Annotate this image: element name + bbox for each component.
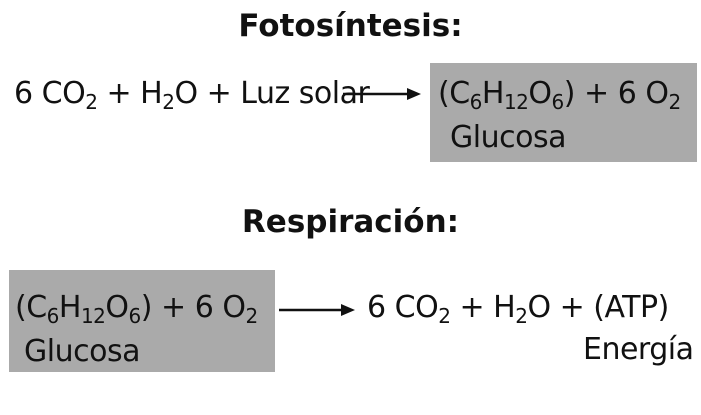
glucose-o-subscript: 6 <box>128 304 142 328</box>
water-subscript: 2 <box>515 304 528 328</box>
glucose-h: H <box>58 290 82 325</box>
co2-subscript: 2 <box>85 90 98 114</box>
co2-formula: CO <box>394 290 439 325</box>
plus-oxygen: + 6 <box>574 76 646 111</box>
plus-sign: + <box>97 76 141 111</box>
glucose-c-subscript: 6 <box>46 304 60 328</box>
water-o: O <box>527 290 551 325</box>
glucose-h-subscript: 12 <box>503 90 529 114</box>
photosynthesis-product-box <box>430 63 697 162</box>
oxygen-subscript: 2 <box>668 90 681 114</box>
water-h: H <box>493 290 516 325</box>
oxygen-formula: O <box>222 290 246 325</box>
photosynthesis-reactants: 6 CO2 + H2O + Luz solar <box>14 76 370 114</box>
photosynthesis-arrow-icon <box>343 88 421 100</box>
oxygen-formula: O <box>645 76 669 111</box>
glucose-h: H <box>481 76 505 111</box>
plus-sign: + <box>550 290 594 325</box>
photosynthesis-glucose-label: Glucosa <box>450 120 566 155</box>
plus-oxygen: + 6 <box>151 290 223 325</box>
co2-subscript: 2 <box>438 304 451 328</box>
respiration-heading: Respiración: <box>241 204 460 240</box>
co2-coefficient: 6 <box>367 290 395 325</box>
glucose-open: (C <box>438 76 470 111</box>
glucose-close: ) <box>563 76 576 111</box>
respiration-reactant-box <box>9 270 275 372</box>
water-h: H <box>140 76 163 111</box>
glucose-o-subscript: 6 <box>551 90 565 114</box>
water-o: O <box>174 76 198 111</box>
respiration-reactants: (C6H12O6) + 6 O2 <box>15 290 258 326</box>
respiration-energy-label: Energía <box>583 332 694 367</box>
glucose-close: ) <box>140 290 153 325</box>
oxygen-subscript: 2 <box>245 304 258 328</box>
atp-term: (ATP) <box>593 290 669 325</box>
glucose-o: O <box>105 290 129 325</box>
photosynthesis-products: (C6H12O6) + 6 O2 <box>438 76 681 112</box>
co2-formula: CO <box>41 76 86 111</box>
water-subscript: 2 <box>162 90 175 114</box>
glucose-open: (C <box>15 290 47 325</box>
sunlight-term: + Luz solar <box>197 76 370 111</box>
plus-sign: + <box>450 290 494 325</box>
respiration-arrow-icon <box>279 304 355 316</box>
respiration-products: 6 CO2 + H2O + (ATP) <box>367 290 669 326</box>
glucose-o: O <box>528 76 552 111</box>
respiration-glucose-label: Glucosa <box>24 334 140 369</box>
glucose-h-subscript: 12 <box>80 304 106 328</box>
photosynthesis-heading: Fotosíntesis: <box>238 8 463 44</box>
co2-coefficient: 6 <box>14 76 42 111</box>
glucose-c-subscript: 6 <box>469 90 483 114</box>
